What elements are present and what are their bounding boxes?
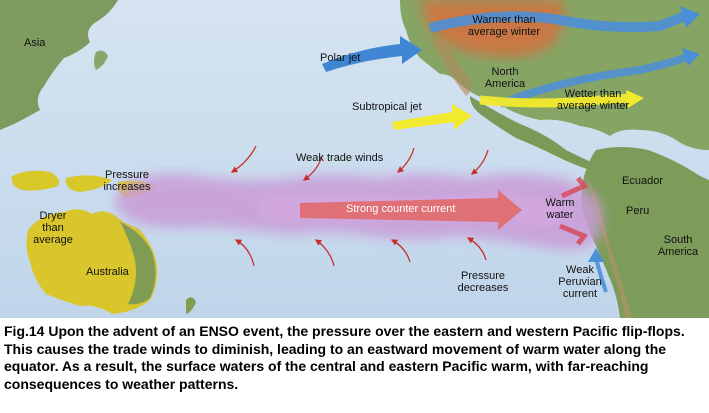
polar-jet-lower — [498, 52, 692, 108]
japan-islands — [94, 50, 108, 70]
label-south-america: South America — [657, 234, 699, 258]
label-weak-peruvian-current: Weak Peruvian current — [558, 264, 602, 300]
label-polar-jet: Polar jet — [320, 52, 361, 64]
south-america-landmass — [581, 147, 709, 318]
polar-jet-lower-head — [682, 48, 700, 66]
asia-landmass — [0, 0, 118, 130]
polar-jet-arrow — [322, 36, 422, 72]
label-strong-counter-current: Strong counter current — [346, 203, 456, 215]
label-warm-water: Warm water — [545, 197, 575, 221]
label-pressure-decreases: Pressure decreases — [457, 270, 509, 294]
trade-wind-arrow — [471, 149, 489, 175]
peruvian-current-head — [588, 248, 604, 262]
trade-wind-arrow — [390, 239, 411, 263]
figure-caption: Fig.14 Upon the advent of an ENSO event,… — [4, 323, 685, 392]
label-pressure-increases: Pressure increases — [103, 169, 151, 193]
polar-jet-continuation — [428, 9, 692, 33]
warm-water-arrow-1 — [560, 176, 588, 199]
subtropical-jet-arrow — [392, 104, 472, 130]
label-north-america: North America — [484, 66, 526, 90]
trade-wind-arrows — [230, 145, 489, 267]
counter-current-arrow — [300, 190, 522, 230]
trade-wind-arrow — [314, 239, 335, 267]
warm-water-arrow-2 — [559, 223, 588, 246]
label-asia: Asia — [24, 37, 46, 49]
label-ecuador: Ecuador — [622, 175, 663, 187]
trade-wind-arrow — [466, 237, 487, 261]
polar-jet-head — [680, 6, 700, 28]
subtropical-jet-head — [626, 90, 644, 108]
label-wetter-winter: Wetter than average winter — [556, 88, 630, 112]
new-zealand — [186, 297, 196, 314]
australia-landmass — [26, 209, 158, 314]
trade-wind-arrow — [302, 155, 323, 181]
australia-green-edge — [120, 222, 156, 305]
trade-wind-arrow — [230, 145, 257, 173]
label-subtropical-jet: Subtropical jet — [352, 101, 422, 113]
enso-map — [0, 0, 709, 318]
label-warmer-winter: Warmer than average winter — [467, 14, 541, 38]
label-dryer-than-average: Dryer than average — [33, 210, 73, 246]
trade-wind-arrow — [234, 239, 255, 267]
label-australia: Australia — [86, 266, 129, 278]
trade-wind-arrow — [397, 147, 415, 173]
label-peru: Peru — [626, 205, 650, 217]
central-america — [470, 96, 600, 172]
label-weak-trade-winds: Weak trade winds — [296, 152, 384, 164]
rocky-mountains — [432, 38, 472, 96]
subtropical-jet-continuation — [479, 93, 633, 108]
